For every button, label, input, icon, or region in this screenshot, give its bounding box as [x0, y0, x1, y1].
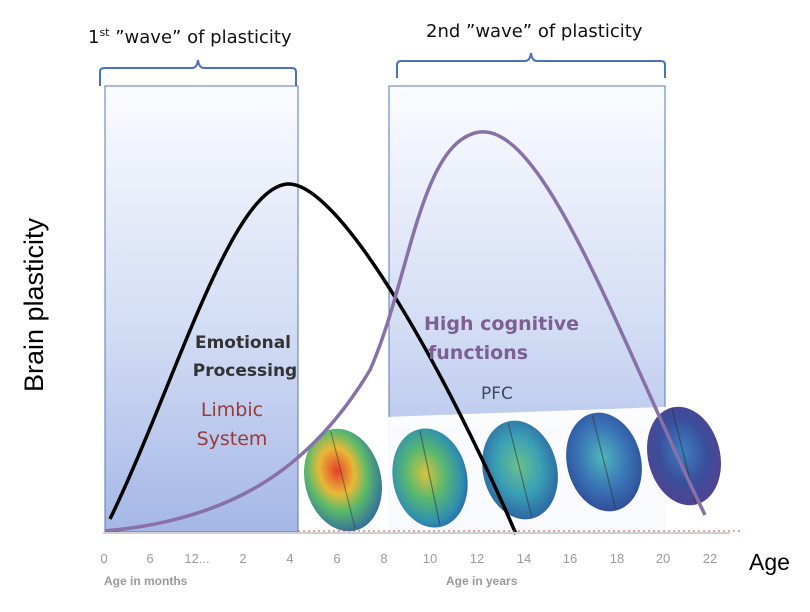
brain-map-icon — [304, 428, 382, 532]
x-tick-label: 18 — [610, 551, 624, 566]
x-axis-label: Age — [749, 549, 790, 575]
x-tick-label: 0 — [100, 551, 107, 566]
pfc-label: PFC — [481, 384, 513, 404]
limbic-system-label: Limbic — [201, 399, 263, 421]
age-in-months-label: Age in months — [104, 574, 188, 588]
brain-strip — [300, 405, 722, 532]
emotional-processing-label: Emotional — [195, 333, 291, 353]
emotional-processing-label-2: Processing — [193, 361, 297, 381]
x-tick-label: 22 — [703, 551, 717, 566]
limbic-system-label-2: System — [197, 428, 268, 450]
x-tick-label: 12 — [470, 551, 484, 566]
limbic-curve — [108, 182, 518, 535]
brain-map-icon — [392, 428, 468, 528]
y-axis-label: Brain plasticity — [19, 217, 49, 392]
x-tick-label: 10 — [423, 551, 437, 566]
x-tick-label: 6 — [146, 551, 153, 566]
first-wave-brace — [99, 59, 297, 86]
x-tick-label: 2 — [239, 551, 246, 566]
second-wave-brace — [396, 52, 666, 78]
x-tick-label: 14 — [517, 551, 531, 566]
pfc-curve — [104, 130, 707, 533]
second-wave-label: 2nd ”wave” of plasticity — [426, 21, 643, 42]
x-tick-label: 4 — [286, 551, 293, 566]
high-cognitive-label-2: functions — [428, 342, 528, 364]
x-tick-label: 20 — [656, 551, 670, 566]
x-tick-label: 6 — [333, 551, 340, 566]
brain-map-icon — [482, 420, 558, 520]
x-tick-label: 12... — [184, 551, 209, 566]
high-cognitive-label: High cognitive — [424, 313, 579, 335]
x-tick-label: 16 — [563, 551, 577, 566]
first-wave-label: 1st ”wave” of plasticity — [88, 26, 292, 48]
brain-map-icon — [566, 412, 642, 512]
age-in-years-label: Age in years — [446, 574, 518, 588]
x-tick-label: 8 — [380, 551, 387, 566]
